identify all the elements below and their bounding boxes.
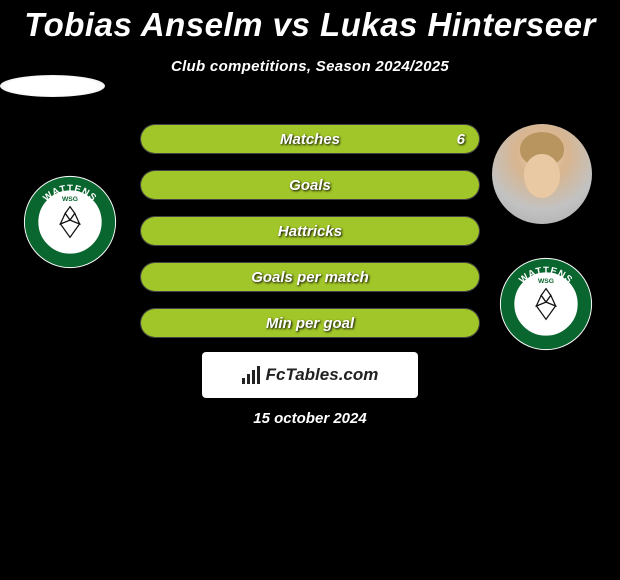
stat-label: Goals per match xyxy=(251,269,369,286)
stat-value-right: 6 xyxy=(457,131,465,148)
club-badge-right: WATTENS SWAROVSKI WSG xyxy=(498,256,594,352)
stat-row-min-per-goal: Min per goal xyxy=(140,308,480,338)
stat-row-hattricks: Hattricks xyxy=(140,216,480,246)
page-title: Tobias Anselm vs Lukas Hinterseer xyxy=(0,0,620,44)
club-badge-left: WATTENS SWAROVSKI WSG xyxy=(22,174,118,270)
stat-label: Goals xyxy=(289,177,331,194)
player-portrait-right xyxy=(492,124,592,224)
generated-date: 15 october 2024 xyxy=(0,410,620,427)
stat-label: Min per goal xyxy=(266,315,354,332)
stat-row-goals-per-match: Goals per match xyxy=(140,262,480,292)
svg-text:WSG: WSG xyxy=(538,278,554,285)
stat-label: Hattricks xyxy=(278,223,342,240)
chart-icon xyxy=(242,366,260,384)
stat-row-goals: Goals xyxy=(140,170,480,200)
player-portrait-left xyxy=(0,75,105,97)
stat-row-matches: Matches 6 xyxy=(140,124,480,154)
stats-container: Matches 6 Goals Hattricks Goals per matc… xyxy=(140,124,480,354)
svg-text:WSG: WSG xyxy=(62,196,78,203)
fctables-link[interactable]: FcTables.com xyxy=(202,352,418,398)
logo-text: FcTables.com xyxy=(266,365,379,385)
stat-label: Matches xyxy=(280,131,340,148)
subtitle: Club competitions, Season 2024/2025 xyxy=(0,58,620,75)
